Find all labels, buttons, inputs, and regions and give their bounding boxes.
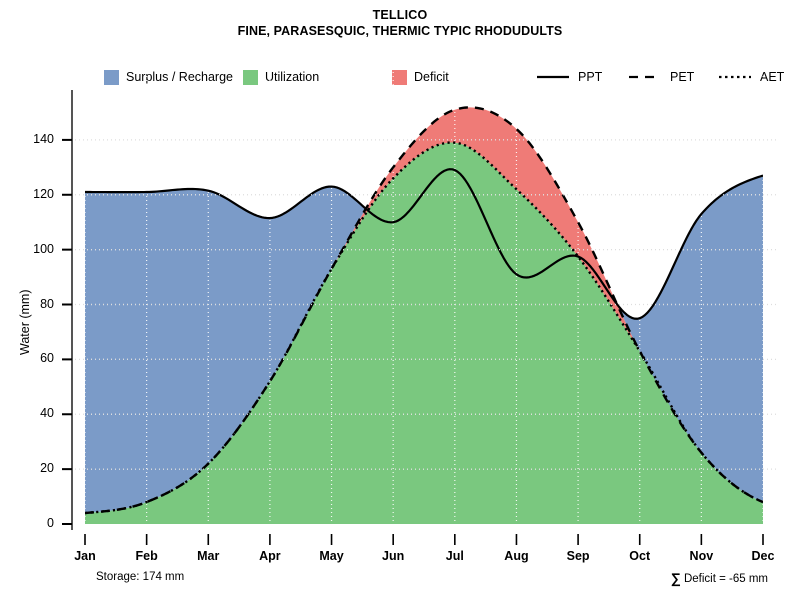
legend-item-aet: AET bbox=[718, 68, 784, 86]
x-tick-label: Nov bbox=[689, 549, 714, 563]
legend-item-pet: PET bbox=[628, 68, 694, 86]
legend-label-pet: PET bbox=[670, 70, 695, 84]
chart-title-line1: TELLICO bbox=[372, 8, 428, 22]
legend-label-surplus: Surplus / Recharge bbox=[126, 70, 234, 84]
legend-item-surplus: Surplus / Recharge bbox=[104, 68, 233, 86]
x-tick-label: Sep bbox=[566, 549, 590, 563]
y-tick-label: 40 bbox=[40, 406, 54, 421]
x-tick-label: Jul bbox=[445, 549, 464, 563]
chart-title: TELLICO FINE, PARASESQUIC, THERMIC TYPIC… bbox=[0, 7, 800, 39]
chart-legend: Surplus / Recharge Utilization Deficit P… bbox=[0, 68, 800, 86]
deficit-annotation: ∑ Deficit = -65 mm bbox=[671, 570, 768, 586]
y-tick-label: 0 bbox=[47, 516, 54, 530]
legend-item-deficit: Deficit bbox=[392, 68, 449, 86]
chart-title-line2: FINE, PARASESQUIC, THERMIC TYPIC RHODUDU… bbox=[237, 24, 563, 38]
x-tick-label: Aug bbox=[504, 549, 529, 563]
legend-line-ppt-icon bbox=[536, 70, 570, 84]
x-tick-label: Jun bbox=[382, 549, 405, 563]
y-tick-label: 20 bbox=[40, 461, 54, 476]
legend-item-ppt: PPT bbox=[536, 68, 602, 86]
storage-annotation: Storage: 174 mm bbox=[96, 571, 185, 583]
deficit-annotation-text: Deficit = -65 mm bbox=[680, 573, 768, 585]
y-tick-label: 60 bbox=[40, 351, 54, 366]
legend-label-utilization: Utilization bbox=[265, 70, 320, 84]
x-tick-label: Dec bbox=[751, 549, 775, 563]
sigma-icon: ∑ bbox=[670, 570, 681, 586]
legend-swatch-surplus bbox=[104, 69, 119, 85]
x-tick-label: Apr bbox=[259, 549, 281, 563]
legend-label-ppt: PPT bbox=[578, 70, 603, 84]
y-tick-label: 140 bbox=[33, 131, 54, 146]
legend-item-utilization: Utilization bbox=[243, 68, 319, 86]
legend-swatch-deficit bbox=[392, 69, 407, 85]
x-tick-label: Jan bbox=[74, 549, 96, 563]
legend-line-pet-icon bbox=[628, 70, 662, 84]
y-tick-label: 120 bbox=[33, 186, 54, 201]
x-tick-label: Feb bbox=[135, 549, 158, 563]
x-tick-label: Mar bbox=[197, 549, 220, 563]
legend-label-deficit: Deficit bbox=[414, 70, 449, 84]
x-tick-label: Oct bbox=[629, 549, 651, 563]
x-tick-label: May bbox=[319, 549, 344, 563]
y-tick-label: 80 bbox=[40, 296, 54, 311]
y-tick-label: 100 bbox=[33, 241, 54, 256]
legend-label-aet: AET bbox=[760, 70, 785, 84]
legend-swatch-utilization bbox=[243, 69, 258, 85]
